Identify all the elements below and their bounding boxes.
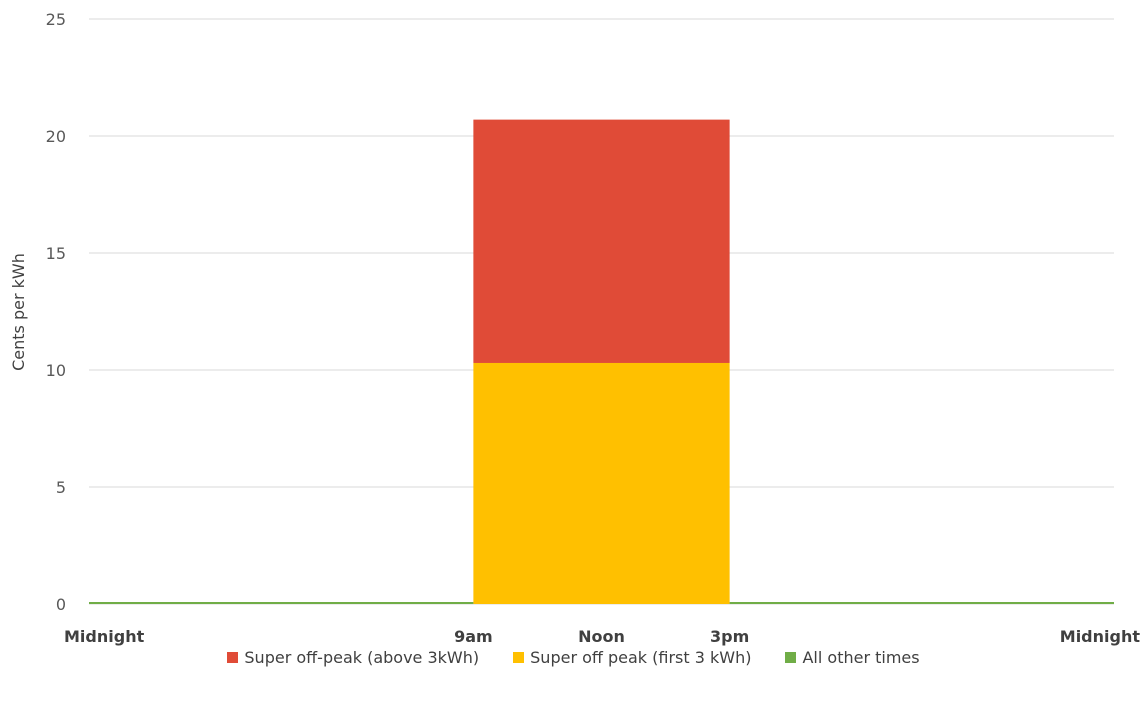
legend-label: All other times <box>802 648 920 667</box>
legend-label: Super off peak (first 3 kWh) <box>530 648 752 667</box>
x-tick-label: Noon <box>578 627 625 646</box>
bar-above-3kwh <box>473 119 730 363</box>
bar-first-3kwh <box>473 362 730 604</box>
y-axis-title: Cents per kWh <box>9 253 28 371</box>
y-tick-label: 5 <box>56 478 66 497</box>
x-tick-label: Midnight <box>64 627 145 646</box>
legend: Super off-peak (above 3kWh) Super off pe… <box>0 648 1147 667</box>
legend-label: Super off-peak (above 3kWh) <box>244 648 480 667</box>
x-tick-labels: Midnight 9am Noon 3pm Midnight <box>64 627 1140 646</box>
y-tick-label: 25 <box>46 10 66 29</box>
legend-item-above-3kwh: Super off-peak (above 3kWh) <box>227 648 479 667</box>
y-tick-label: 0 <box>56 595 66 614</box>
y-tick-label: 10 <box>46 361 66 380</box>
x-tick-label: Midnight <box>1060 627 1141 646</box>
legend-item-other-times: All other times <box>785 648 920 667</box>
legend-swatch <box>785 652 797 663</box>
y-tick-label: 20 <box>46 127 66 146</box>
bars <box>89 119 1114 604</box>
x-tick-label: 9am <box>454 627 493 646</box>
legend-swatch <box>227 652 239 663</box>
y-tick-labels: 0 5 10 15 20 25 <box>46 10 66 614</box>
legend-swatch <box>513 652 525 663</box>
x-tick-label: 3pm <box>710 627 749 646</box>
y-tick-label: 15 <box>46 244 66 263</box>
legend-item-first-3kwh: Super off peak (first 3 kWh) <box>513 648 751 667</box>
